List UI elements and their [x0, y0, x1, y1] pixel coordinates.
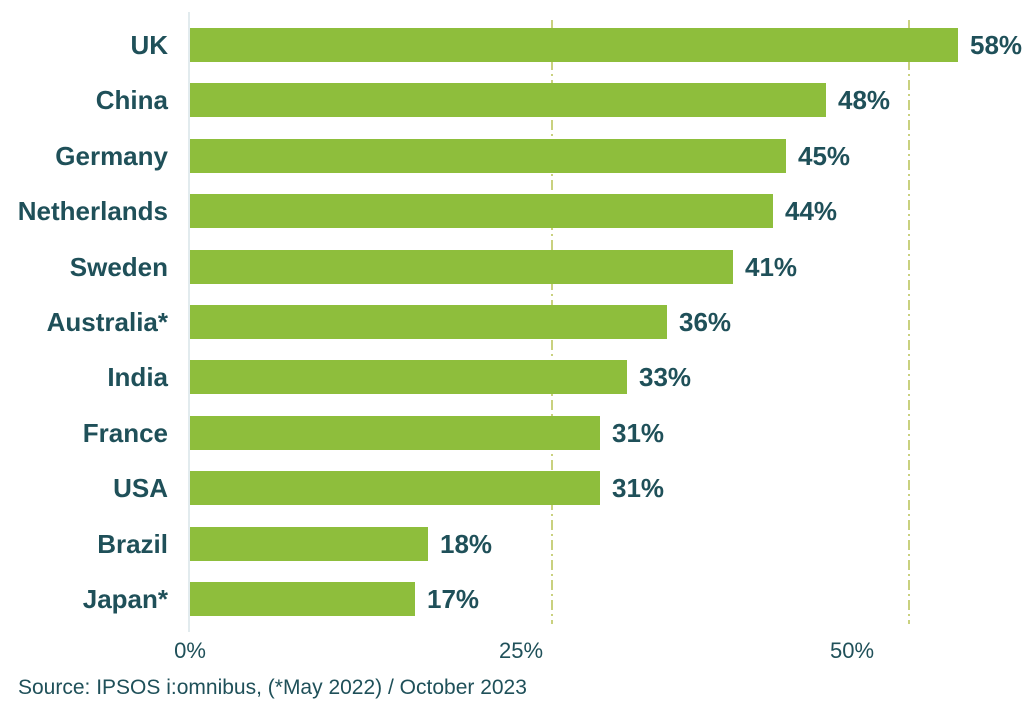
value-label: 45% — [798, 141, 851, 171]
category-label: India — [107, 362, 168, 392]
bar — [190, 28, 958, 62]
bar-row: France 31% — [0, 416, 1024, 450]
bar — [190, 194, 773, 228]
bar — [190, 582, 415, 616]
bar — [190, 416, 600, 450]
y-axis-line — [188, 12, 190, 632]
x-tick: 25% — [498, 638, 544, 663]
bar-row: Japan* 17% — [0, 582, 1024, 616]
value-label: 33% — [639, 362, 692, 392]
value-label: 31% — [612, 473, 665, 503]
bar-row: Sweden 41% — [0, 250, 1024, 284]
category-label: Sweden — [69, 252, 168, 282]
bar — [190, 139, 786, 173]
value-label: 48% — [838, 85, 891, 115]
value-label: 18% — [440, 529, 493, 559]
source-note: Source: IPSOS i:omnibus, (*May 2022) / O… — [18, 676, 527, 699]
value-label: 44% — [785, 196, 838, 226]
category-label: Germany — [55, 141, 168, 171]
bar — [190, 471, 600, 505]
bar-row: UK 58% — [0, 28, 1024, 62]
category-label: UK — [130, 30, 168, 60]
value-label: 17% — [427, 584, 480, 614]
bar — [190, 360, 627, 394]
bar — [190, 83, 826, 117]
value-label: 31% — [612, 418, 665, 448]
bar-row: India 33% — [0, 360, 1024, 394]
value-label: 41% — [745, 252, 798, 282]
category-label: China — [95, 85, 168, 115]
x-tick: 0% — [174, 638, 206, 663]
value-label: 58% — [970, 30, 1023, 60]
bar-row: Netherlands 44% — [0, 194, 1024, 228]
bar-row: Australia* 36% — [0, 305, 1024, 339]
value-label: 36% — [679, 307, 732, 337]
gridline-50 — [908, 20, 910, 624]
bar — [190, 527, 428, 561]
category-label: France — [82, 418, 168, 448]
category-label: Australia* — [46, 307, 168, 337]
bar — [190, 305, 667, 339]
bar-row: Germany 45% — [0, 139, 1024, 173]
bar-row: Brazil 18% — [0, 527, 1024, 561]
bar — [190, 250, 733, 284]
category-label: Netherlands — [17, 196, 168, 226]
category-label: Brazil — [97, 529, 168, 559]
category-label: Japan* — [82, 584, 168, 614]
x-tick: 50% — [829, 638, 875, 663]
category-label: USA — [113, 473, 168, 503]
bar-row: China 48% — [0, 83, 1024, 117]
bar-row: USA 31% — [0, 471, 1024, 505]
